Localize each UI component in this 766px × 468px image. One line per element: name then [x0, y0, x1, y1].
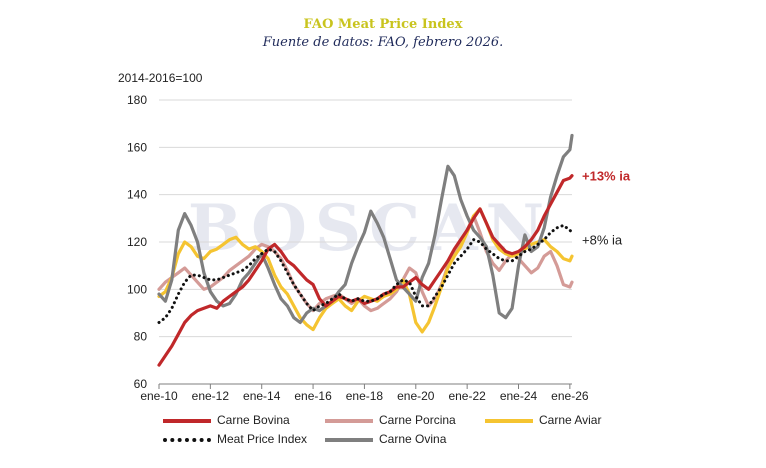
- legend-swatch-carne-porcina: [325, 418, 373, 423]
- y-tick-label-160: 160: [127, 140, 147, 154]
- x-tick-label-ene-16: ene-16: [294, 389, 332, 403]
- legend-item-meat-price-index: Meat Price Index: [163, 432, 307, 446]
- series-line-carne-ovina: [157, 133, 574, 325]
- legend-swatch-carne-aviar: [485, 418, 533, 423]
- y-tick-label-100: 100: [127, 282, 147, 296]
- chart-title: FAO Meat Price Index: [303, 17, 463, 32]
- y-tick-label-120: 120: [127, 235, 147, 249]
- legend-item-carne-bovina: Carne Bovina: [163, 413, 290, 427]
- y-tick-label-140: 140: [127, 188, 147, 202]
- legend-label-carne-ovina: Carne Ovina: [379, 432, 447, 446]
- legend-item-carne-porcina: Carne Porcina: [325, 413, 456, 427]
- x-tick-label-ene-12: ene-12: [192, 389, 230, 403]
- legend-item-carne-ovina: Carne Ovina: [325, 432, 446, 446]
- y-tick-label-80: 80: [134, 330, 148, 344]
- series-line-carne-aviar: [157, 207, 574, 334]
- watermark-text: BOSCAN: [188, 191, 552, 266]
- legend-label-carne-bovina: Carne Bovina: [217, 413, 290, 427]
- legend-label-carne-aviar: Carne Aviar: [539, 413, 602, 427]
- x-tick-label-ene-20: ene-20: [397, 389, 435, 403]
- x-tick-label-ene-14: ene-14: [243, 389, 281, 403]
- legend-swatch-carne-ovina: [325, 437, 373, 442]
- legend-swatch-carne-bovina: [163, 418, 211, 423]
- x-tick-label-ene-10: ene-10: [140, 389, 178, 403]
- legend-item-carne-aviar: Carne Aviar: [485, 413, 601, 427]
- y-axis-unit-label: 2014-2016=100: [118, 71, 203, 85]
- x-tick-label-ene-18: ene-18: [346, 389, 384, 403]
- legend-swatch-meat-price-index: [163, 437, 211, 442]
- x-tick-label-ene-26: ene-26: [551, 389, 589, 403]
- y-tick-label-180: 180: [127, 93, 147, 107]
- x-tick-label-ene-24: ene-24: [500, 389, 538, 403]
- annotation-bovina-yoy: +13% ia: [582, 169, 631, 184]
- series-line-meat-price-index: [157, 223, 574, 324]
- annotation-index-yoy: +8% ia: [582, 233, 623, 248]
- legend-label-meat-price-index: Meat Price Index: [217, 432, 308, 446]
- y-tick-label-60: 60: [134, 377, 148, 391]
- chart-subtitle: Fuente de datos: FAO, febrero 2026.: [262, 35, 504, 50]
- x-tick-label-ene-22: ene-22: [448, 389, 486, 403]
- legend-label-carne-porcina: Carne Porcina: [379, 413, 456, 427]
